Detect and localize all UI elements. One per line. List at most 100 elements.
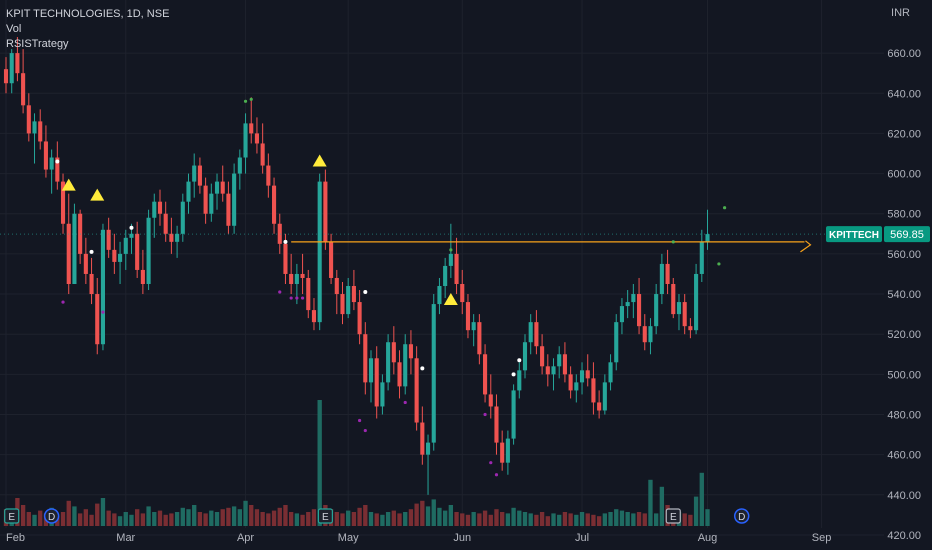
dividend-badge[interactable] (733, 508, 750, 524)
volume-bar (180, 507, 185, 526)
candle-body (140, 269, 145, 284)
candle-body (289, 273, 294, 284)
buy-signal-triangle (443, 293, 458, 306)
signal-dot-white (363, 290, 368, 295)
candle-body (425, 442, 431, 455)
volume-bar (648, 479, 653, 526)
volume-bar (608, 512, 613, 526)
price-tick-label: 500.00 (887, 369, 921, 381)
volume-bar (557, 514, 562, 526)
volume-bar (209, 510, 214, 526)
signal-dot-purple (358, 418, 362, 423)
indicator-vol[interactable]: Vol (6, 23, 22, 35)
earnings-badge[interactable] (665, 508, 681, 524)
volume-bar (169, 513, 174, 526)
volume-bar (539, 512, 545, 526)
candle-body (448, 253, 453, 266)
dividend-badge[interactable] (43, 508, 60, 524)
candle-body (157, 201, 163, 214)
volume-bar (220, 509, 225, 526)
candle-body (192, 165, 197, 182)
earnings-badge[interactable] (317, 508, 333, 524)
indicator-rsistrategy[interactable]: RSISTrategy (6, 38, 69, 50)
candle-body (3, 69, 9, 84)
candle-body (397, 362, 402, 387)
candle-body (357, 302, 362, 335)
volume-bar (152, 512, 157, 526)
candle-body (545, 366, 550, 375)
volume-bar (66, 500, 71, 526)
candle-body (705, 234, 710, 242)
volume-bar (408, 509, 414, 526)
volume-bar (123, 512, 128, 526)
volume-bar (477, 513, 482, 526)
candle-body (220, 181, 225, 194)
time-tick-label: May (338, 532, 359, 544)
candle-body (66, 223, 71, 284)
earnings-badge[interactable] (4, 508, 20, 524)
volume-bar (83, 509, 89, 526)
candle-body (55, 157, 60, 182)
volume-bar (654, 513, 659, 526)
candle-body (363, 334, 368, 383)
candle-body (671, 284, 676, 315)
volume-bar (397, 513, 402, 526)
candle-body (625, 302, 630, 307)
symbol-tag-text: KPITTECH (829, 230, 879, 241)
volume-bar (174, 512, 180, 526)
volume-bar (271, 510, 277, 526)
signal-dot-white (420, 366, 425, 371)
candle-body (106, 229, 111, 250)
candle-body (112, 249, 117, 262)
candle-body (579, 370, 585, 383)
candle-body (100, 229, 106, 345)
volume-bar (534, 514, 539, 526)
candle-body (648, 326, 653, 343)
symbol-title[interactable]: KPIT TECHNOLOGIES, 1D, NSE (6, 8, 170, 20)
volume-bars (3, 400, 710, 526)
volume-bar (420, 500, 425, 526)
candle-body (477, 322, 482, 355)
candle-body (694, 273, 699, 331)
volume-bar (380, 514, 385, 526)
time-tick-label: Aug (698, 532, 718, 544)
volume-bar (551, 513, 556, 526)
volume-bar (688, 514, 693, 526)
volume-bar (614, 509, 619, 526)
event-badge-label: D (738, 512, 745, 523)
last-price-label: KPITTECH 569.85 (826, 226, 930, 243)
volume-bar (60, 512, 66, 526)
volume-bar (135, 509, 140, 526)
currency-label[interactable]: INR (891, 7, 910, 19)
candle-body (175, 233, 180, 242)
candle-body (237, 157, 242, 174)
price-tick-label: 440.00 (887, 490, 921, 502)
signal-dot-purple (278, 290, 282, 294)
volume-bar (340, 513, 345, 526)
candle-body (118, 253, 123, 262)
volume-bar (465, 514, 471, 526)
volume-bar (254, 509, 260, 526)
signal-dot-purple (289, 296, 293, 300)
candle-body (9, 53, 14, 84)
candle-body (688, 326, 693, 331)
volume-bar (32, 514, 37, 526)
volume-bar (488, 514, 493, 526)
event-badge-label: D (48, 512, 55, 523)
time-tick-label: Jun (453, 532, 471, 544)
volume-bar (596, 516, 602, 526)
volume-bar (249, 505, 254, 526)
event-badge-label: E (670, 512, 677, 523)
signal-dot-white (511, 372, 516, 377)
candle-body (528, 322, 533, 343)
volume-bar (300, 514, 305, 526)
signal-dot-purple (101, 310, 105, 314)
volume-bar (522, 512, 528, 526)
candle-body (283, 243, 288, 274)
volume-bar (500, 512, 505, 526)
volume-bar (693, 496, 699, 526)
volume-bar (505, 513, 511, 526)
volume-bar (306, 512, 311, 526)
